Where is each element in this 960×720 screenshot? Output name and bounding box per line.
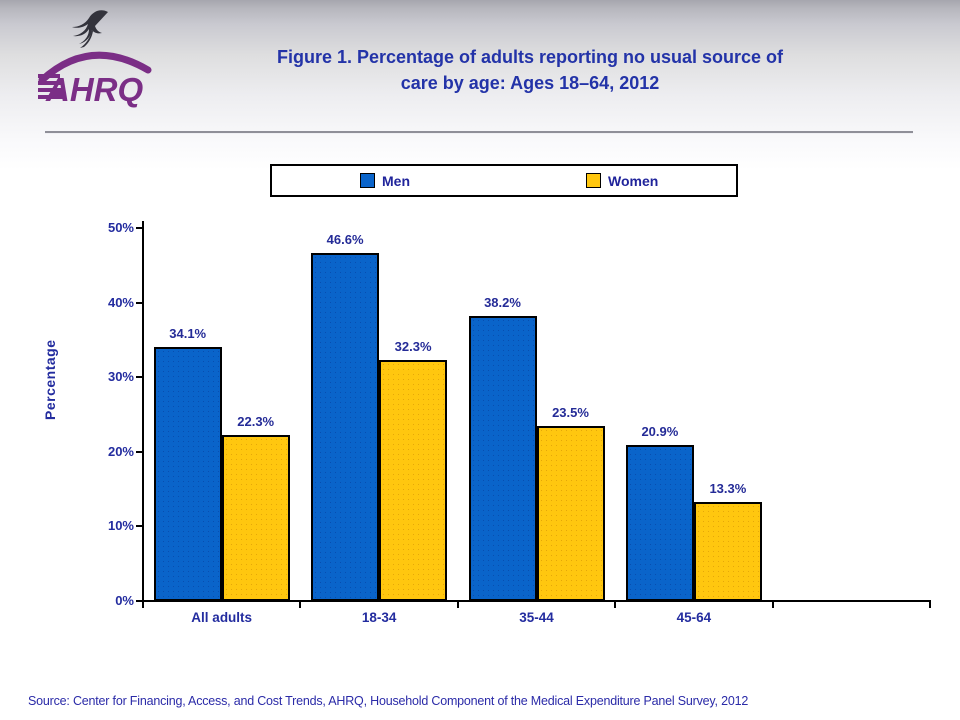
y-tick-label: 50% [107,220,134,235]
x-tick [456,601,459,608]
bar-women [536,426,605,601]
value-label: 34.1% [169,326,207,341]
legend-label-women: Women [608,172,659,189]
bar-men [468,316,537,601]
ahrq-logo: AHRQ [36,4,166,108]
legend-swatch-men [360,173,375,188]
x-tick [142,601,144,608]
x-tick [771,601,774,608]
y-axis-line [141,221,144,602]
value-label: 23.5% [552,405,589,420]
bar-men [153,347,222,601]
y-axis-title: Percentage [42,339,58,420]
y-tick [136,227,143,229]
value-label: 13.3% [709,481,747,496]
category-label: 45-64 [676,610,712,625]
divider [45,131,913,134]
x-tick [299,601,302,608]
y-tick-label: 10% [107,518,134,534]
y-tick-label: 40% [107,294,134,310]
y-tick [136,525,143,528]
legend: Men Women [270,164,738,197]
y-tick-label: 0% [115,593,134,608]
source-note: Source: Center for Financing, Access, an… [28,694,749,708]
legend-item-women: Women [586,166,658,195]
page-title: Figure 1. Percentage of adults reporting… [240,44,820,96]
y-tick [136,301,143,304]
y-tick [136,376,143,379]
category-label: 35-44 [519,610,554,625]
value-label: 32.3% [394,339,432,354]
x-tick [614,601,617,608]
y-tick-label: 30% [107,369,134,385]
x-tick [929,601,931,608]
page-title-line1: Figure 1. Percentage of adults reporting… [276,47,784,67]
page-title-line2: care by age: Ages 18–64, 2012 [400,73,660,93]
value-label: 20.9% [641,424,679,439]
x-axis-line [141,600,931,602]
category-label: All adults [191,610,253,625]
svg-text:AHRQ: AHRQ [45,71,143,108]
bar-women [379,360,448,601]
y-tick [136,600,143,602]
value-label: 22.3% [237,414,275,429]
bar-women [693,502,762,601]
y-tick-label: 20% [107,443,134,459]
legend-item-men: Men [360,166,410,195]
bar-women [221,435,290,601]
legend-swatch-women [586,173,601,188]
value-label: 46.6% [326,232,364,247]
category-label: 18-34 [361,610,397,625]
value-label: 38.2% [484,295,521,310]
legend-label-men: Men [382,172,410,189]
ahrq-wordmark: AHRQ [38,51,152,108]
bar-men [311,253,380,601]
y-tick [136,450,143,453]
bar-men [625,445,694,601]
hhs-eagle-icon [72,10,108,48]
